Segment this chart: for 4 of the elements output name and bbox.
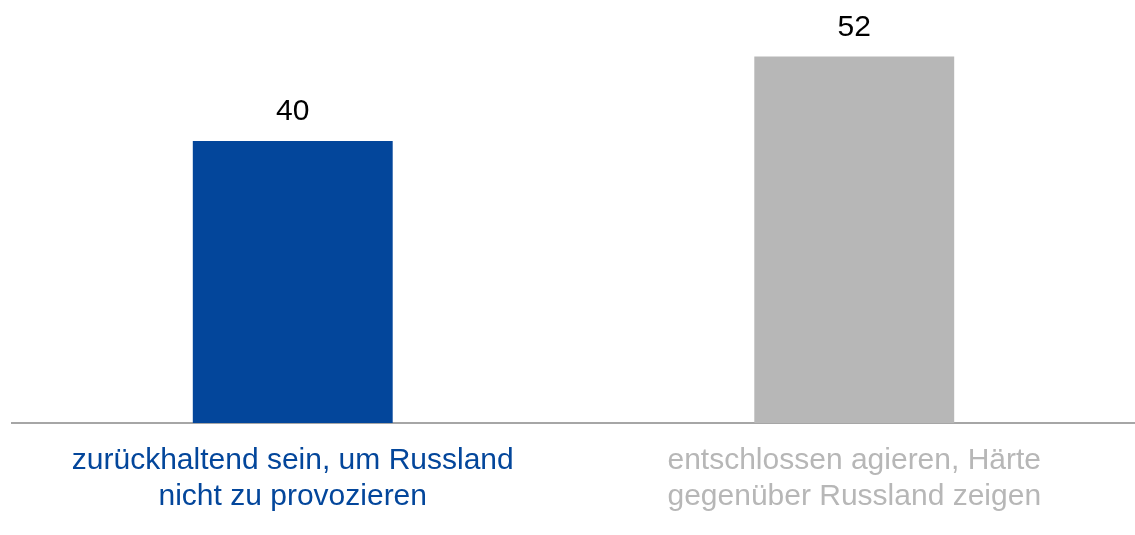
- x-tick-label: entschlossen agieren, Härte gegenüber Russland zeigen: [667, 442, 1042, 512]
- data-label: 52: [837, 8, 871, 42]
- data-label: 40: [276, 93, 310, 127]
- x-tick-label: zurückhaltend sein, um Russland nicht zu provozieren: [71, 442, 514, 512]
